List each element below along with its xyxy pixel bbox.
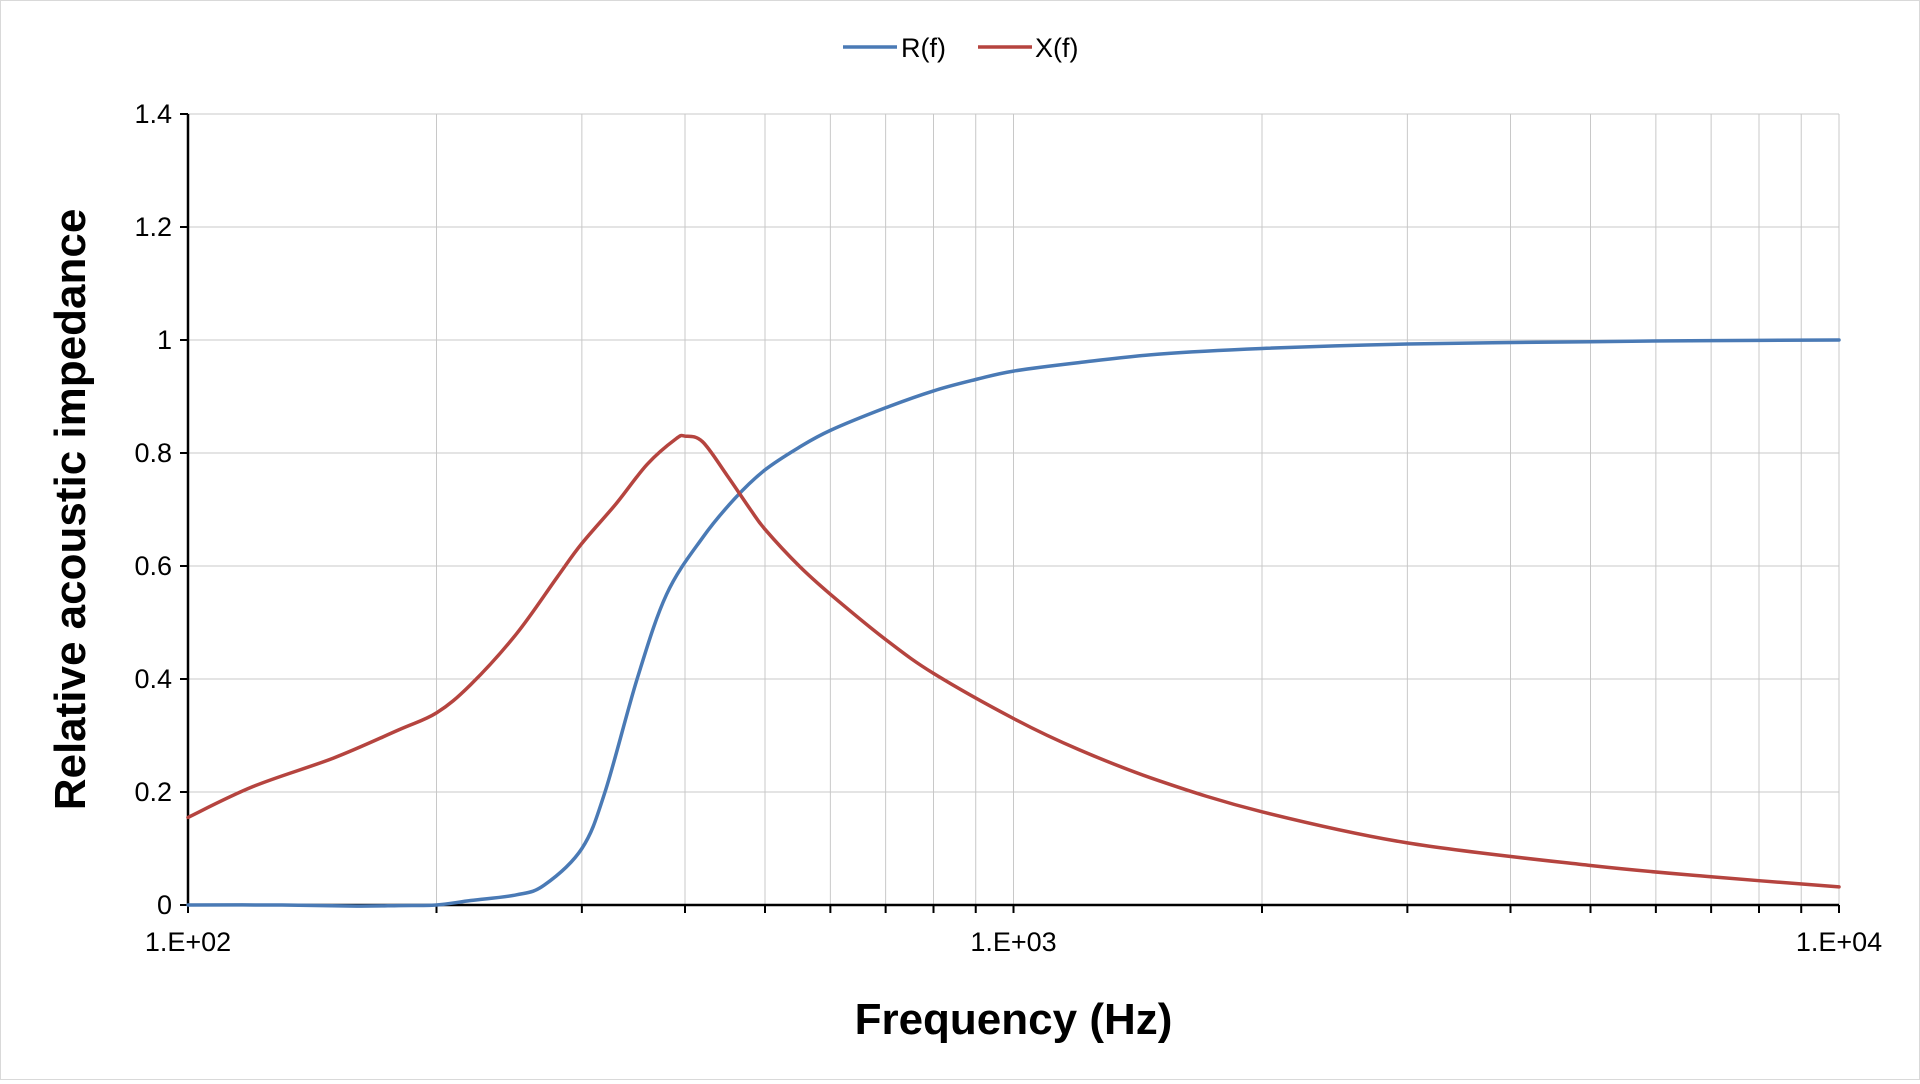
series-line-xf bbox=[186, 433, 1841, 889]
y-tick-label: 0.6 bbox=[134, 551, 172, 581]
x-tick-label: 1.E+03 bbox=[970, 927, 1056, 957]
x-tick-label: 1.E+04 bbox=[1796, 927, 1882, 957]
y-tick-label: 0.2 bbox=[134, 777, 172, 807]
x-tick-label: 1.E+02 bbox=[145, 927, 231, 957]
legend-label-rf: R(f) bbox=[901, 33, 946, 63]
y-tick-label: 1.4 bbox=[134, 99, 172, 129]
y-axis-title: Relative acoustic impedance bbox=[46, 209, 95, 811]
series-lines bbox=[186, 338, 1841, 908]
y-tick-label: 0.4 bbox=[134, 664, 172, 694]
gridlines bbox=[188, 113, 1840, 905]
y-tick-label: 0 bbox=[157, 890, 172, 920]
legend: R(f) X(f) bbox=[843, 33, 1079, 63]
x-axis-title: Frequency (Hz) bbox=[855, 995, 1173, 1044]
y-tick-label: 0.8 bbox=[134, 438, 172, 468]
axes: 0 0.2 0.4 0.6 0.8 1 1.2 1.4 1.E+02 1.E+03 1.E+04 bbox=[134, 99, 1882, 957]
y-tick-label: 1.2 bbox=[134, 212, 172, 242]
series-line-rf bbox=[186, 338, 1841, 908]
legend-label-xf: X(f) bbox=[1035, 33, 1079, 63]
y-tick-label: 1 bbox=[157, 325, 172, 355]
